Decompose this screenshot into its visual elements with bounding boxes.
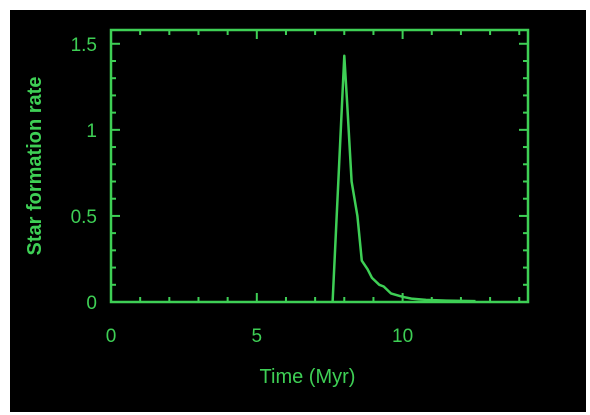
y-tick-label: 0	[86, 293, 97, 314]
star-formation-chart: 0 5 10 0 0.5 1 1.5 Time (Myr) Star formation r…	[24, 28, 530, 388]
y-axis-label: Star formation rate	[24, 77, 46, 256]
tick-labels: 0 5 10 0 0.5 1 1.5	[71, 35, 414, 347]
y-tick-label: 1.5	[71, 35, 97, 56]
axis-ticks	[110, 30, 528, 303]
x-axis-label: Time (Myr)	[260, 366, 356, 388]
series-line	[331, 54, 476, 303]
plot-frame	[109, 28, 530, 304]
plot-border	[109, 28, 530, 304]
x-tick-label: 0	[106, 326, 117, 347]
y-tick-label: 1	[86, 121, 97, 142]
series	[331, 54, 476, 303]
chart-panel: 0 5 10 0 0.5 1 1.5 Time (Myr) Star formation r…	[10, 10, 586, 412]
x-tick-label: 10	[392, 326, 413, 347]
y-tick-label: 0.5	[71, 207, 97, 228]
x-tick-label: 5	[252, 326, 263, 347]
